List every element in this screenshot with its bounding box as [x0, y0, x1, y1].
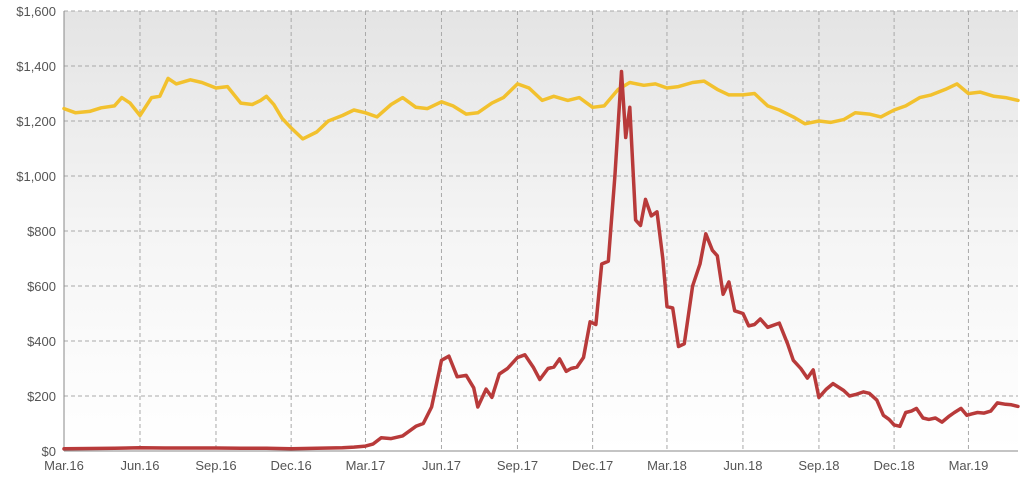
x-tick-label: Dec.16	[271, 458, 312, 473]
x-tick-label: Jun.16	[120, 458, 159, 473]
x-tick-label: Jun.17	[422, 458, 461, 473]
series-line-1	[62, 69, 1020, 451]
x-tick-label: Sep.17	[497, 458, 538, 473]
y-tick-label: $200	[27, 389, 56, 404]
y-tick-label: $1,600	[16, 4, 56, 19]
y-tick-label: $400	[27, 334, 56, 349]
series	[62, 69, 1020, 451]
x-tick-label: Jun.18	[723, 458, 762, 473]
series-line-0	[62, 76, 1020, 141]
y-tick-label: $800	[27, 224, 56, 239]
x-tick-label: Mar.16	[44, 458, 84, 473]
x-tick-label: Mar.18	[647, 458, 687, 473]
y-tick-label: $0	[42, 444, 56, 459]
x-tick-label: Sep.16	[195, 458, 236, 473]
axes: $0 $200 $400 $600 $800 $1,000 $1,200 $1,400 $1,6…	[16, 4, 1018, 473]
x-tick-label: Mar.19	[949, 458, 989, 473]
x-tick-label: Sep.18	[798, 458, 839, 473]
y-tick-label: $1,200	[16, 114, 56, 129]
x-tick-label: Dec.17	[572, 458, 613, 473]
y-tick-label: $600	[27, 279, 56, 294]
x-tick-label: Dec.18	[874, 458, 915, 473]
y-tick-label: $1,400	[16, 59, 56, 74]
y-tick-label: $1,000	[16, 169, 56, 184]
x-tick-label: Mar.17	[346, 458, 386, 473]
